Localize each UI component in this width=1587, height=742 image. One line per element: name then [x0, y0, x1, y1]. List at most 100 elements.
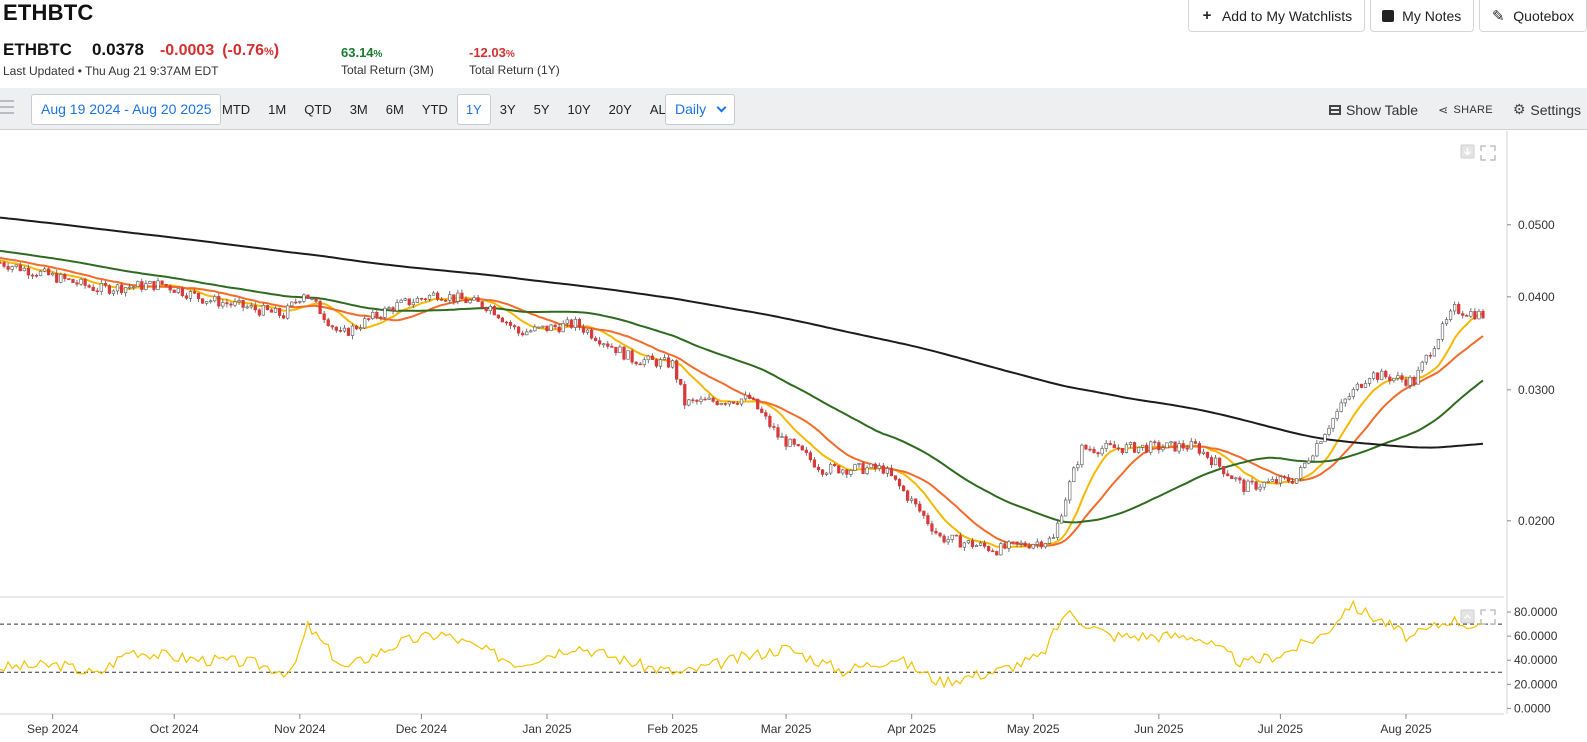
y-tick-label: 0.0300	[1518, 383, 1555, 397]
candle	[934, 530, 938, 534]
candle	[83, 278, 87, 286]
candle	[553, 324, 557, 328]
period-10y[interactable]: 10Y	[567, 102, 591, 117]
candle	[298, 300, 302, 303]
candle	[176, 288, 180, 293]
candle	[1323, 434, 1327, 443]
candle	[1319, 441, 1323, 444]
date-range-picker[interactable]: Aug 19 2024 - Aug 20 2025	[31, 94, 222, 125]
candle	[286, 305, 290, 319]
candle	[205, 301, 209, 304]
candle	[614, 346, 618, 354]
candle	[148, 281, 152, 284]
candle	[322, 313, 326, 320]
candle	[743, 394, 748, 400]
share-icon: ⋖	[1438, 102, 1449, 117]
candle	[1420, 361, 1424, 371]
candle	[1120, 448, 1124, 453]
indicator-line	[0, 599, 1484, 689]
candle	[727, 401, 731, 405]
candle	[812, 459, 817, 468]
candle	[265, 305, 270, 311]
candle	[1343, 398, 1347, 404]
period-qtd[interactable]: QTD	[304, 102, 332, 117]
candle	[350, 325, 355, 336]
candle	[561, 323, 565, 333]
candle	[816, 466, 821, 471]
period-3y[interactable]: 3Y	[499, 102, 516, 117]
candle	[1023, 542, 1027, 547]
x-tick-label: Jun 2025	[1134, 722, 1184, 736]
candle	[950, 534, 954, 540]
x-tick-label: Jul 2025	[1258, 722, 1304, 736]
candle	[1088, 448, 1092, 451]
candle	[711, 397, 715, 402]
candle	[1051, 537, 1056, 539]
period-ytd[interactable]: YTD	[421, 102, 448, 117]
candle	[1222, 466, 1226, 475]
add-to-watchlist-button[interactable]: + Add to My Watchlists	[1187, 0, 1366, 32]
candle	[1371, 372, 1376, 379]
candle	[2, 262, 6, 267]
period-5y[interactable]: 5Y	[533, 102, 550, 117]
candle	[780, 436, 784, 438]
candle	[91, 286, 95, 292]
candle	[841, 469, 845, 474]
period-6m[interactable]: 6M	[385, 102, 404, 117]
candle	[318, 301, 322, 315]
candle	[0, 262, 2, 264]
candle	[829, 463, 833, 474]
candle	[1205, 451, 1210, 458]
period-20y[interactable]: 20Y	[608, 102, 632, 117]
period-1m[interactable]: 1M	[268, 102, 287, 117]
share-button[interactable]: ⋖ SHARE	[1438, 102, 1493, 117]
candle	[658, 359, 663, 367]
interval-select[interactable]: Daily	[665, 94, 735, 125]
candle	[379, 316, 383, 319]
candle	[359, 327, 363, 330]
candle	[160, 280, 164, 285]
candle	[1104, 442, 1108, 449]
candle	[573, 318, 577, 328]
candle	[910, 498, 914, 501]
y-tick-label: 0.0200	[1518, 514, 1555, 528]
candle	[241, 300, 245, 308]
candle	[764, 412, 768, 417]
fullscreen-icon[interactable]	[1480, 145, 1496, 161]
candle	[646, 355, 650, 361]
indicator-fullscreen-icon[interactable]	[1480, 609, 1496, 625]
candle	[111, 290, 116, 294]
candle	[492, 306, 496, 316]
candle	[1404, 379, 1408, 386]
candle	[1076, 464, 1080, 469]
candle	[1448, 310, 1453, 320]
quote-symbol: ETHBTC	[3, 40, 72, 59]
candle	[1258, 486, 1262, 490]
candle	[1282, 476, 1287, 478]
price-chart[interactable]: 0.0500 0.0400 0.0300 0.0200 80.0000 60.0000 40…	[0, 131, 1587, 742]
my-notes-button[interactable]: My Notes	[1370, 0, 1475, 32]
candle	[873, 463, 877, 469]
candle	[371, 311, 375, 319]
quotebox-button[interactable]: ✎ Quotebox	[1479, 0, 1587, 32]
candle	[1238, 477, 1242, 481]
candle	[387, 307, 391, 309]
period-mtd[interactable]: MTD	[222, 102, 251, 117]
drag-handle-icon[interactable]	[0, 100, 16, 118]
candle	[549, 324, 553, 331]
settings-button[interactable]: ⚙ Settings	[1512, 101, 1581, 118]
candle	[1059, 515, 1064, 524]
candle	[1209, 457, 1214, 466]
show-table-button[interactable]: Show Table	[1328, 102, 1418, 118]
period-3m[interactable]: 3M	[349, 102, 368, 117]
ma-50-line	[0, 249, 1484, 524]
candle	[225, 302, 229, 305]
candle	[1108, 442, 1112, 445]
candle	[213, 296, 217, 302]
candle	[723, 403, 727, 405]
period-1y[interactable]: 1Y	[456, 94, 491, 125]
candle	[383, 307, 387, 318]
table-icon	[1328, 104, 1341, 115]
candle	[476, 297, 480, 302]
candle	[634, 361, 638, 365]
